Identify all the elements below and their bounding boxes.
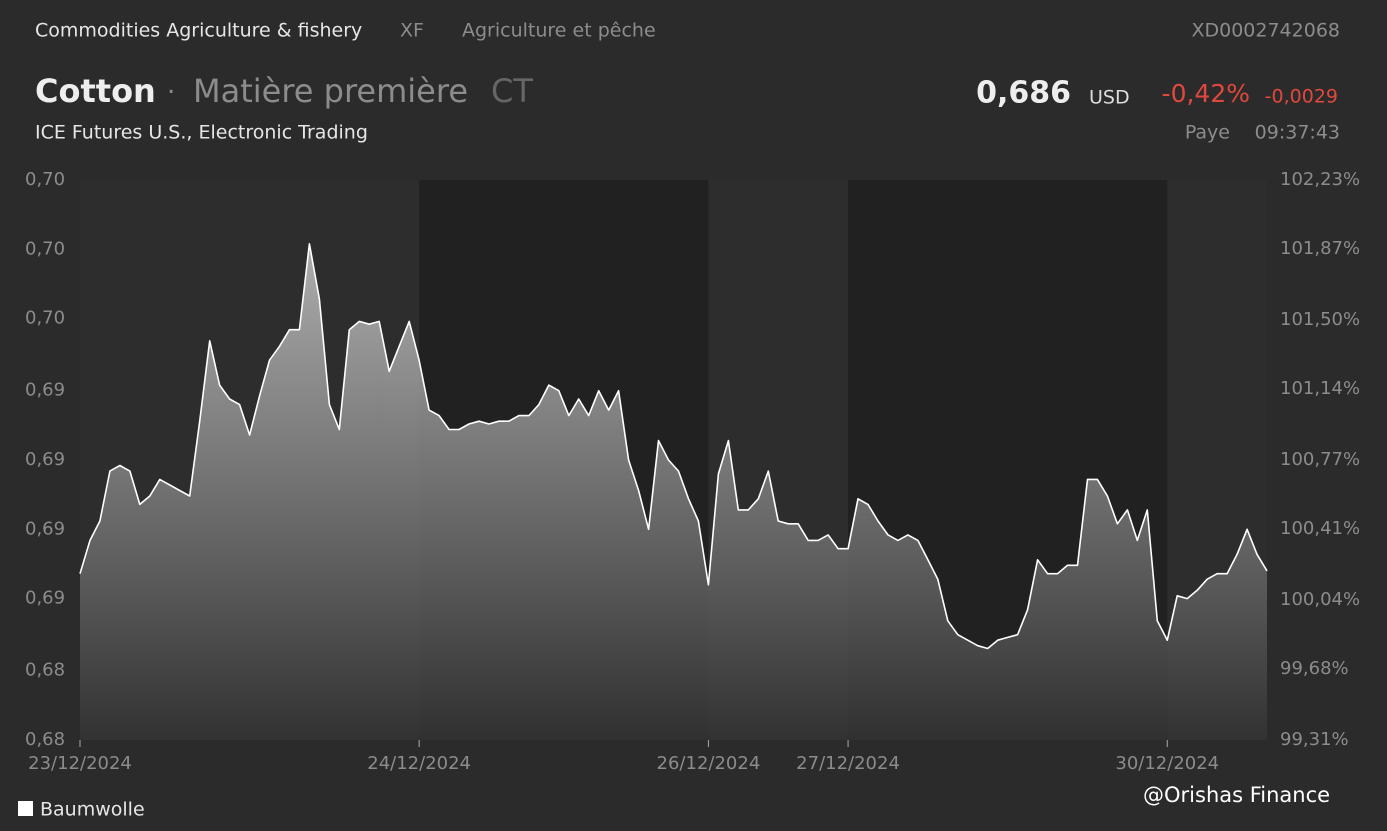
currency: USD [1089,87,1130,109]
y2-tick-label: 101,87% [1280,238,1360,259]
time: 09:37:43 [1255,122,1340,144]
symbol: CT [491,72,533,110]
instrument-kind: Matière première [193,72,468,110]
isin: XD0002742068 [1191,20,1340,42]
price-line [79,243,1268,650]
y-tick-label: 0,68 [25,729,65,750]
instrument-name: Cotton [35,72,156,110]
category-local: Agriculture et pêche [462,20,656,42]
x-tick-label: 26/12/2024 [657,753,761,774]
y2-tick-label: 102,23% [1280,169,1360,190]
x-tick-label: 27/12/2024 [796,753,900,774]
y-tick-label: 0,70 [25,308,65,329]
category: Commodities Agriculture & fishery [35,20,362,42]
y2-tick-label: 99,31% [1280,729,1349,750]
x-tick-label: 23/12/2024 [28,753,132,774]
market: ICE Futures U.S., Electronic Trading [35,122,368,144]
x-tick-label: 24/12/2024 [367,753,471,774]
y-tick-label: 0,69 [25,380,65,401]
watermark: @Orishas Finance [1143,783,1330,807]
change-abs: -0,0029 [1265,86,1338,108]
x-tick-label: 30/12/2024 [1115,753,1219,774]
price: 0,686 [976,76,1071,111]
legend-swatch [18,801,33,816]
change-pct: -0,42% [1162,79,1250,108]
y2-tick-label: 99,68% [1280,658,1349,679]
legend-label: Baumwolle [40,799,145,821]
area [80,243,1267,741]
status: Paye [1185,122,1230,144]
y-tick-label: 0,70 [25,169,65,190]
y-tick-label: 0,69 [25,588,65,609]
y2-tick-label: 101,50% [1280,309,1360,330]
y-tick-label: 0,68 [25,660,65,681]
y2-tick-label: 100,04% [1280,589,1360,610]
y-tick-label: 0,69 [25,449,65,470]
y-tick-label: 0,70 [25,238,65,259]
y2-tick-label: 100,77% [1280,449,1360,470]
y2-tick-label: 100,41% [1280,518,1360,539]
y-tick-label: 0,69 [25,518,65,539]
exchange: XF [400,20,424,42]
separator: · [167,78,175,108]
y2-tick-label: 101,14% [1280,378,1360,399]
